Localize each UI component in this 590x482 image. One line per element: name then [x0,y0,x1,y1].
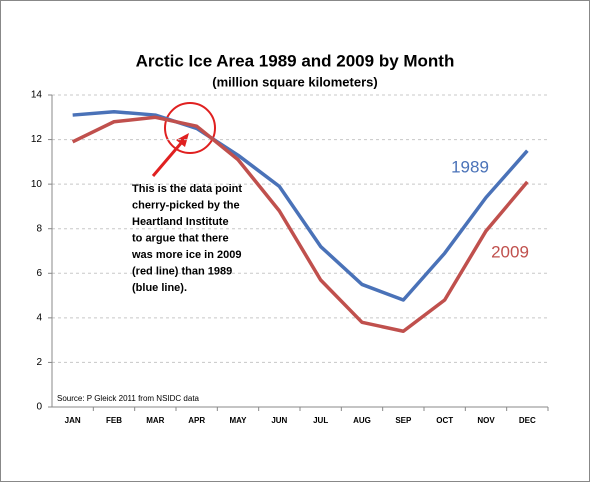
annotation: This is the data point [132,183,242,195]
y-tick-label: 0 [36,402,42,413]
series-label: 1989 [451,157,489,176]
annotation: was more ice in 2009 [131,249,241,261]
y-tick-label: 4 [36,312,42,323]
arrow-head [176,133,189,147]
annotation: cherry-picked by the [132,199,240,211]
chart-subtitle: (million square kilometers) [212,74,377,89]
y-tick-label: 6 [36,268,42,279]
series-line [72,109,529,302]
arrow-shaft [151,141,184,177]
x-tick-label: JAN [65,416,81,425]
x-tick-label: DEC [519,416,536,425]
chart-title: Arctic Ice Area 1989 and 2009 by Month [136,51,455,70]
source-note: Source: P Gleick 2011 from NSIDC data [57,394,200,403]
y-tick-label: 12 [31,134,43,145]
annotation: Heartland Institute [132,216,229,228]
x-tick-label: APR [188,416,205,425]
x-tick-label: OCT [436,416,453,425]
y-tick-label: 8 [36,223,42,234]
annotation: to argue that there [132,232,229,244]
x-tick-label: JUN [271,416,287,425]
annotation: (blue line). [132,282,187,294]
y-tick-label: 10 [31,179,43,190]
series-label: 2009 [491,242,529,261]
y-tick-label: 14 [31,90,43,101]
x-tick-label: JUL [313,416,328,425]
x-tick-label: AUG [353,416,371,425]
x-tick-label: NOV [477,416,495,425]
x-tick-label: SEP [395,416,412,425]
highlight-circle [164,102,216,154]
x-tick-label: MAR [146,416,164,425]
x-tick-label: MAY [229,416,247,425]
y-tick-label: 2 [36,357,42,368]
x-tick-label: FEB [106,416,122,425]
series-line [71,115,529,333]
annotation: (red line) than 1989 [132,265,232,277]
